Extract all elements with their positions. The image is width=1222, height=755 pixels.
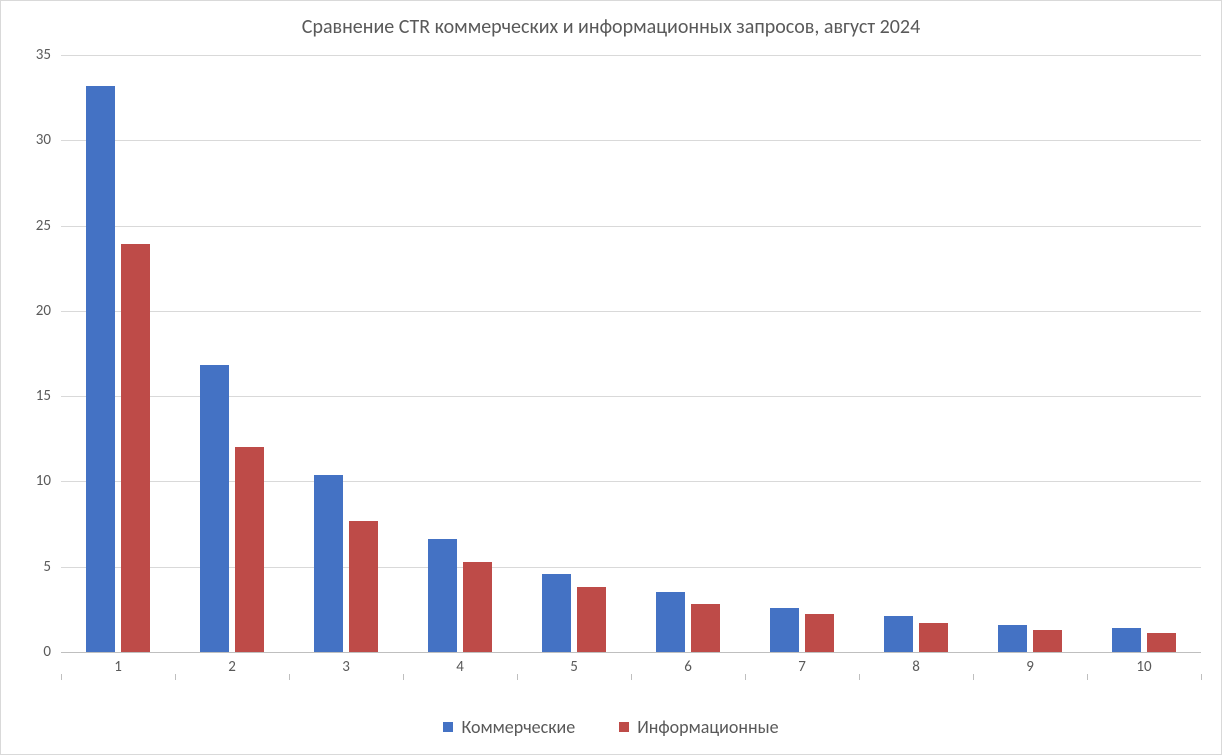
y-tick-label: 0 [43,643,61,661]
bar [577,587,606,652]
bar [86,86,115,652]
gridline [61,140,1201,141]
x-tick-label: 7 [798,652,806,676]
x-tick [61,674,62,680]
legend: Коммерческие Информационные [1,715,1221,738]
bar [998,625,1027,652]
bar [1112,628,1141,652]
plot-wrap: 0510152025303512345678910 [61,55,1201,674]
x-tick [631,674,632,680]
legend-label: Информационные [637,716,778,738]
bar [463,562,492,652]
bar [314,475,343,652]
x-tick [1201,674,1202,680]
x-tick-label: 5 [570,652,578,676]
plot-area: 0510152025303512345678910 [61,55,1201,652]
x-tick [973,674,974,680]
legend-label: Коммерческие [461,716,575,738]
y-tick-label: 30 [36,131,61,149]
x-tick-label: 1 [114,652,122,676]
bar [884,616,913,652]
bar [542,574,571,652]
y-tick-label: 10 [36,472,61,490]
gridline [61,226,1201,227]
x-tick [517,674,518,680]
legend-item: Информационные [619,716,778,738]
bar [235,447,264,652]
x-tick-label: 3 [342,652,350,676]
bar [1033,630,1062,652]
y-tick-label: 5 [43,558,61,576]
bar [349,521,378,652]
x-tick-label: 10 [1136,652,1151,676]
x-tick-label: 2 [228,652,236,676]
bar [919,623,948,652]
bar [428,539,457,652]
x-tick-label: 8 [912,652,920,676]
x-tick [745,674,746,680]
y-tick-label: 25 [36,217,61,235]
x-tick-label: 9 [1026,652,1034,676]
legend-swatch [443,722,453,732]
x-tick [403,674,404,680]
bar [200,365,229,652]
gridline [61,311,1201,312]
x-tick-label: 4 [456,652,464,676]
gridline [61,481,1201,482]
legend-item: Коммерческие [443,716,575,738]
bar [656,592,685,652]
x-tick [289,674,290,680]
x-tick [1087,674,1088,680]
bar [121,244,150,652]
chart-title: Сравнение CTR коммерческих и информацион… [1,1,1221,47]
bar [805,614,834,652]
gridline [61,567,1201,568]
bar [691,604,720,652]
x-tick-label: 6 [684,652,692,676]
gridline [61,396,1201,397]
y-tick-label: 20 [36,302,61,320]
x-tick [175,674,176,680]
legend-swatch [619,722,629,732]
x-tick [859,674,860,680]
bar [1147,633,1176,652]
chart-container: Сравнение CTR коммерческих и информацион… [0,0,1222,755]
gridline [61,55,1201,56]
y-tick-label: 35 [36,46,61,64]
y-tick-label: 15 [36,387,61,405]
x-tick-row [61,674,1201,680]
bar [770,608,799,652]
